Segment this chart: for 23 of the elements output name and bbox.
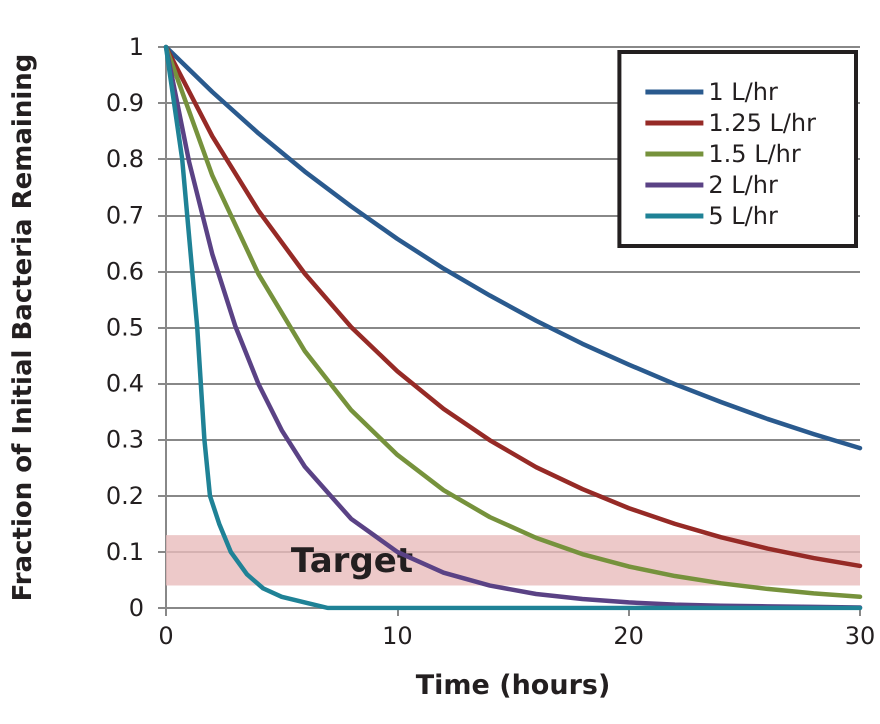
y-axis-title: Fraction of Initial Bacteria Remaining bbox=[8, 54, 38, 602]
x-tick-label: 30 bbox=[844, 622, 876, 650]
y-tick-label: 0 bbox=[128, 594, 144, 622]
x-axis-title: Time (hours) bbox=[416, 670, 610, 701]
y-tick-label: 0.4 bbox=[106, 370, 144, 398]
x-tick-label: 0 bbox=[158, 622, 174, 650]
y-tick-label: 0.9 bbox=[106, 89, 144, 118]
y-tick-label: 0.1 bbox=[106, 538, 144, 566]
y-tick-label: 0.3 bbox=[106, 426, 144, 454]
y-tick-label: 1 bbox=[128, 33, 144, 61]
y-tick-label: 0.6 bbox=[106, 257, 144, 286]
legend-label: 1.25 L/hr bbox=[708, 109, 816, 137]
legend-label: 1.5 L/hr bbox=[708, 140, 801, 168]
legend-label: 1 L/hr bbox=[708, 78, 778, 106]
legend-label: 5 L/hr bbox=[708, 202, 778, 230]
band-label: Target bbox=[290, 541, 414, 582]
y-tick-label: 0.7 bbox=[106, 201, 144, 230]
legend-label: 2 L/hr bbox=[708, 171, 778, 199]
y-tick-label: 0.8 bbox=[106, 145, 144, 174]
y-tick-label: 0.5 bbox=[106, 314, 144, 342]
y-tick-label: 0.2 bbox=[106, 482, 144, 510]
x-tick-label: 20 bbox=[613, 622, 644, 650]
x-tick-label: 10 bbox=[382, 622, 413, 650]
